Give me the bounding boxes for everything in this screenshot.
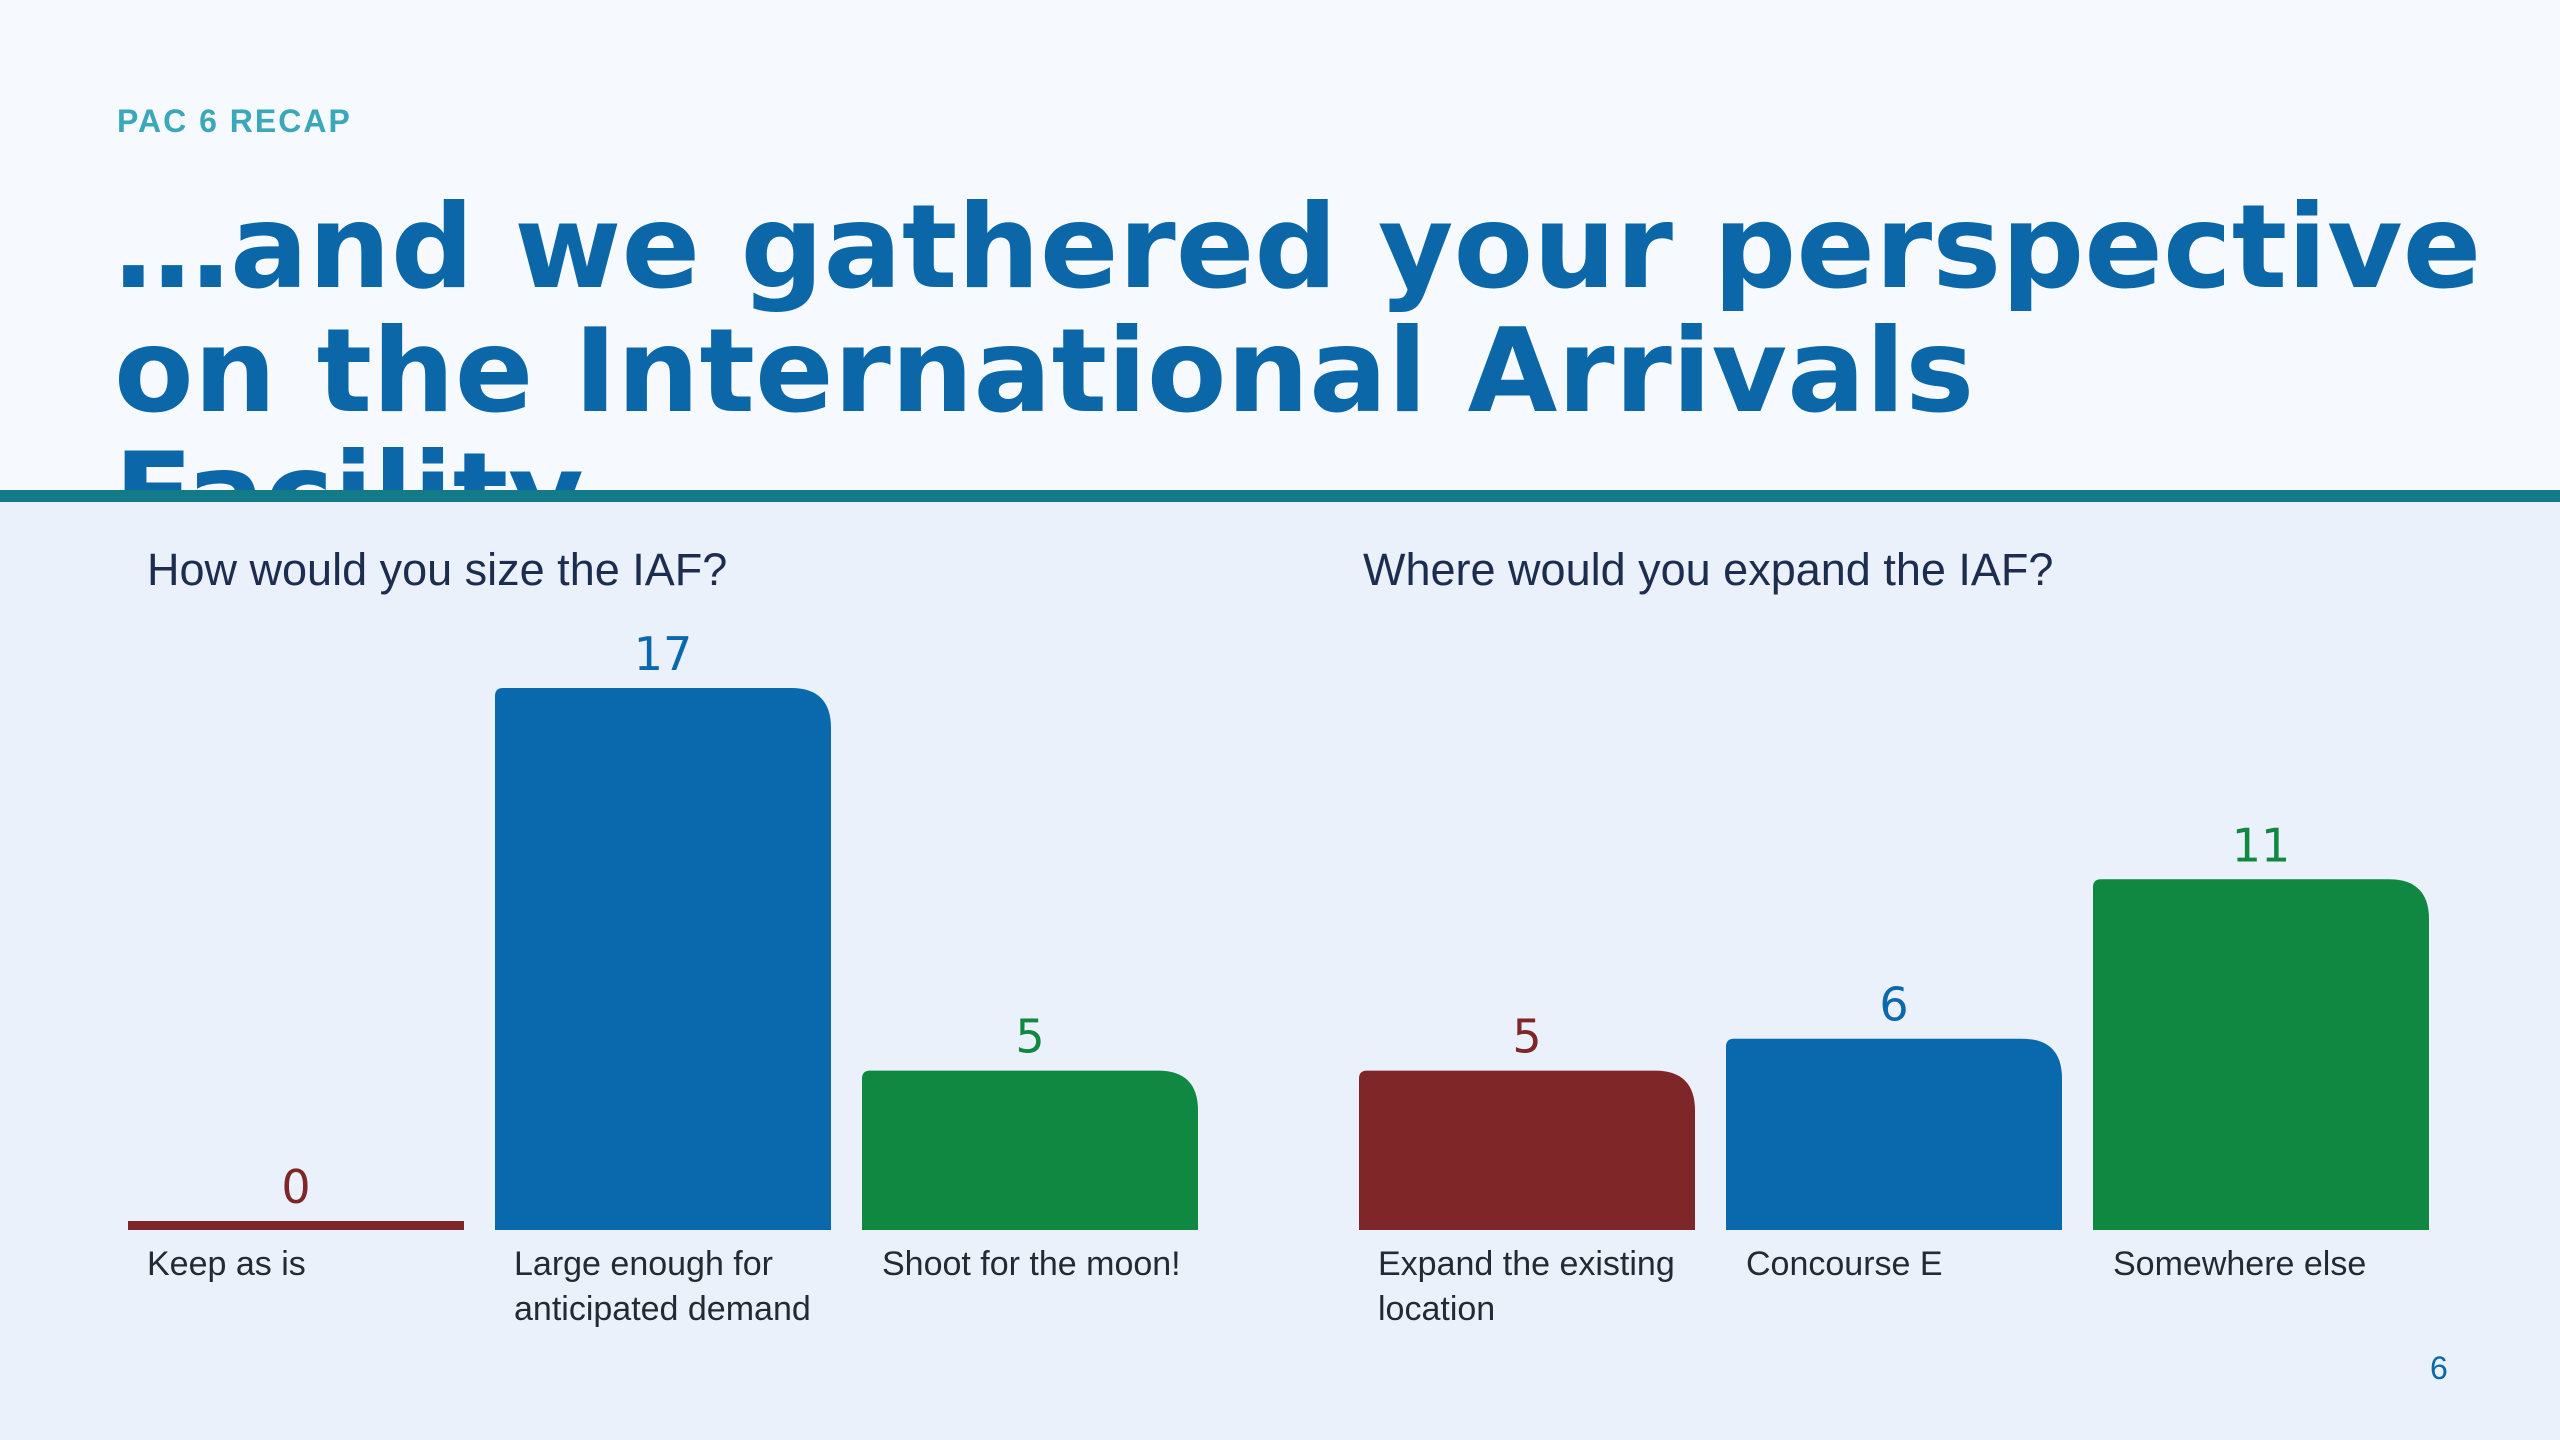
bar-2-2 xyxy=(1726,1038,2062,1230)
bar-2-3 xyxy=(2093,879,2429,1230)
page-number: 6 xyxy=(2430,1350,2448,1386)
bar-value-label-2-2: 6 xyxy=(1879,978,1908,1032)
chart-size-iaf: 0 17 5 xyxy=(128,627,1198,1230)
slide-kicker: PAC 6 RECAP xyxy=(117,103,352,139)
bar-1-1 xyxy=(128,1221,464,1230)
header-divider xyxy=(0,490,2560,502)
chart-2-category-label: Somewhere else xyxy=(2113,1245,2367,1283)
chart-1-title: How would you size the IAF? xyxy=(147,544,728,595)
bar-value-label-2-3: 11 xyxy=(2232,818,2291,872)
bar-value-label-1-3: 5 xyxy=(1015,1010,1044,1064)
chart-1-category-label: Shoot for the moon! xyxy=(882,1245,1181,1283)
bar-1-3 xyxy=(862,1070,1198,1230)
chart-expand-iaf: 5 6 11 xyxy=(1359,818,2429,1230)
bar-value-label-1-1: 0 xyxy=(281,1160,310,1214)
chart-1-category-label: Large enough for anticipated demand xyxy=(514,1245,811,1328)
bar-value-label-1-2: 17 xyxy=(634,627,693,681)
chart-2-category-label: Expand the existing location xyxy=(1378,1245,1675,1328)
chart-1-category-label: Keep as is xyxy=(147,1245,306,1283)
bar-1-2 xyxy=(495,688,831,1230)
bar-value-label-2-1: 5 xyxy=(1512,1010,1541,1064)
chart-2-title: Where would you expand the IAF? xyxy=(1363,544,2054,595)
chart-2-category-label: Concourse E xyxy=(1746,1245,1943,1283)
bar-2-1 xyxy=(1359,1070,1695,1230)
